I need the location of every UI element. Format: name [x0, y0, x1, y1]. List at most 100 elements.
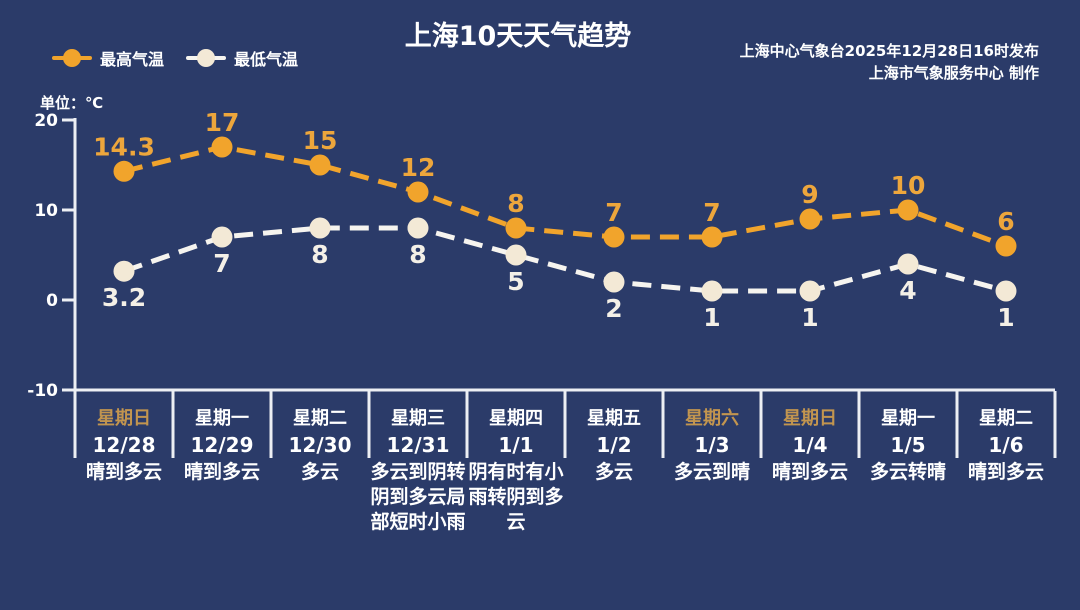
high-temp-point — [113, 160, 135, 182]
weekday-label: 星期四 — [489, 408, 543, 429]
day-column: 星期一 1/5 多云转晴 — [859, 391, 957, 609]
day-column: 星期六 1/3 多云到晴 — [663, 391, 761, 609]
date-label: 1/4 — [792, 433, 828, 457]
low-temp-value: 5 — [507, 267, 524, 296]
high-temp-point — [995, 235, 1017, 257]
day-column: 星期四 1/1 阴有时有小雨转阴到多云 — [467, 391, 565, 609]
date-label: 1/1 — [498, 433, 534, 457]
weather-label: 晴到多云 — [771, 461, 848, 483]
date-label: 12/30 — [288, 433, 352, 457]
weekday-label: 星期日 — [783, 408, 837, 429]
weekday-label: 星期二 — [979, 408, 1033, 429]
low-temp-value: 1 — [801, 303, 818, 332]
high-temp-point — [211, 136, 233, 158]
date-label: 1/6 — [988, 433, 1024, 457]
high-temp-value: 6 — [997, 207, 1014, 236]
legend-low-label: 最低气温 — [234, 50, 299, 69]
low-temp-value: 4 — [899, 276, 916, 305]
day-column: 星期二 12/30 多云 — [271, 391, 369, 609]
high-temp-value: 7 — [703, 198, 720, 227]
weekday-label: 星期三 — [391, 408, 445, 429]
weather-label: 多云转晴 — [869, 461, 946, 483]
source-line-2: 上海市气象服务中心 制作 — [868, 64, 1039, 82]
unit-label: 单位：℃ — [40, 94, 104, 112]
y-tick-label: -10 — [27, 381, 58, 401]
weekday-label: 星期日 — [97, 408, 151, 429]
high-temp-line — [123, 144, 1007, 249]
day-column: 星期三 12/31 多云到阴转阴到多云局部短时小雨 — [369, 391, 467, 609]
low-temp-value: 8 — [311, 240, 328, 269]
weekday-label: 星期一 — [881, 408, 935, 429]
high-temp-value: 10 — [891, 171, 926, 200]
weekday-label: 星期六 — [685, 408, 739, 429]
legend-item-high-temp: 最高气温 — [52, 46, 164, 70]
high-temp-point — [603, 226, 625, 248]
weather-label: 晴到多云 — [967, 461, 1044, 483]
y-tick-label: 20 — [34, 111, 58, 131]
low-temp-value: 3.2 — [102, 283, 146, 312]
date-label: 1/5 — [890, 433, 926, 457]
legend-item-low-temp: 最低气温 — [186, 46, 298, 70]
high-temp-value: 17 — [205, 108, 240, 137]
day-column: 星期五 1/2 多云 — [565, 391, 663, 609]
low-temp-point — [309, 217, 331, 239]
weather-label: 晴到多云 — [85, 461, 162, 483]
source-line-1: 上海中心气象台2025年12月28日16时发布 — [739, 42, 1039, 60]
day-column: 星期日 1/4 晴到多云 — [761, 391, 859, 609]
y-tick-label: 10 — [34, 201, 58, 221]
weekday-label: 星期一 — [195, 408, 249, 429]
date-label: 1/2 — [596, 433, 632, 457]
day-column: 星期一 12/29 晴到多云 — [173, 391, 271, 609]
date-label: 12/28 — [92, 433, 156, 457]
low-temp-point — [701, 280, 723, 302]
weekday-label: 星期五 — [587, 408, 641, 429]
chart-legend: 最高气温 最低气温 — [52, 46, 298, 70]
low-temp-value: 2 — [605, 294, 622, 323]
high-temp-value: 15 — [303, 126, 338, 155]
low-temp-value: 8 — [409, 240, 426, 269]
low-temp-point — [799, 280, 821, 302]
date-label: 12/31 — [386, 433, 450, 457]
low-temp-value: 1 — [997, 303, 1014, 332]
weather-label: 晴到多云 — [183, 461, 260, 483]
low-temp-point — [113, 260, 135, 282]
high-temp-point — [799, 208, 821, 230]
high-temp-point — [505, 217, 527, 239]
low-temp-point — [407, 217, 429, 239]
date-label: 12/29 — [190, 433, 254, 457]
low-temp-line — [123, 225, 1007, 294]
low-temp-marker-icon — [186, 49, 227, 67]
low-temp-value: 7 — [213, 249, 230, 278]
weather-label: 多云 — [594, 461, 633, 483]
high-temp-value: 12 — [401, 153, 436, 182]
weather-label: 多云 — [300, 461, 339, 483]
high-temp-point — [701, 226, 723, 248]
high-temp-value: 14.3 — [93, 132, 155, 161]
high-temp-value: 8 — [507, 189, 524, 218]
low-temp-point — [505, 244, 527, 266]
high-temp-point — [407, 181, 429, 203]
low-temp-point — [603, 271, 625, 293]
day-column: 星期二 1/6 晴到多云 — [957, 391, 1055, 609]
weekday-label: 星期二 — [293, 408, 347, 429]
high-temp-point — [897, 199, 919, 221]
high-temp-value: 9 — [801, 180, 818, 209]
date-label: 1/3 — [694, 433, 730, 457]
page-title: 上海10天天气趋势 — [404, 21, 632, 52]
weather-label: 多云到阴转阴到多云局部短时小雨 — [370, 461, 466, 533]
low-temp-point — [897, 253, 919, 275]
weather-label: 阴有时有小雨转阴到多云 — [468, 461, 564, 533]
y-tick-label: 0 — [46, 291, 58, 311]
legend-high-label: 最高气温 — [100, 50, 165, 69]
weather-label: 多云到晴 — [673, 461, 750, 483]
high-temp-marker-icon — [52, 49, 92, 67]
low-temp-point — [995, 280, 1017, 302]
low-temp-point — [211, 226, 233, 248]
high-temp-point — [309, 154, 331, 176]
low-temp-value: 1 — [703, 303, 720, 332]
high-temp-value: 7 — [605, 198, 622, 227]
day-column: 星期日 12/28 晴到多云 — [75, 391, 173, 609]
source-info: 上海中心气象台2025年12月28日16时发布 上海市气象服务中心 制作 — [740, 40, 1039, 84]
